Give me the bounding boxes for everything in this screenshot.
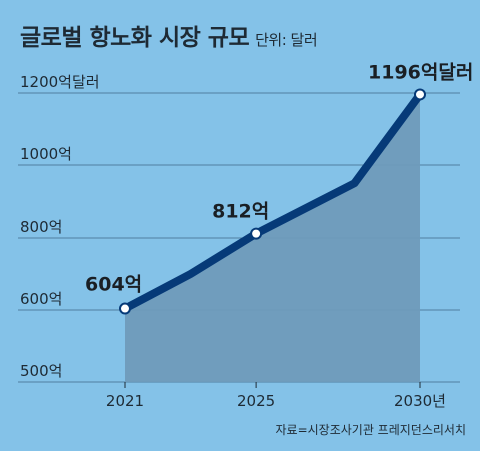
y-tick-label: 800억 bbox=[20, 218, 62, 236]
unit-label: 단위: 달러 bbox=[255, 31, 318, 49]
data-label: 812억 bbox=[212, 201, 269, 223]
data-point-marker bbox=[414, 88, 426, 101]
y-tick-label: 600억 bbox=[20, 290, 62, 308]
x-tick-label: 2025 bbox=[237, 392, 275, 410]
chart-title: 글로벌 항노화 시장 규모 단위: 달러 bbox=[20, 18, 318, 52]
data-point-marker bbox=[250, 227, 263, 240]
data-label: 604억 bbox=[85, 274, 142, 296]
y-tick-label: 1000억 bbox=[20, 145, 72, 163]
y-tick-label: 1200억달러 bbox=[20, 73, 100, 91]
x-tick-label: 2030년 bbox=[394, 392, 446, 410]
data-point-marker bbox=[119, 302, 131, 315]
area-fill bbox=[125, 94, 420, 382]
data-label: 1196억달러 bbox=[368, 61, 473, 83]
source-note: 자료=시장조사기관 프레지던스리서치 bbox=[275, 423, 466, 437]
x-tick-label: 2021 bbox=[106, 392, 144, 410]
chart-title-text: 글로벌 항노화 시장 규모 bbox=[20, 25, 250, 51]
y-tick-label: 500억 bbox=[20, 362, 62, 380]
